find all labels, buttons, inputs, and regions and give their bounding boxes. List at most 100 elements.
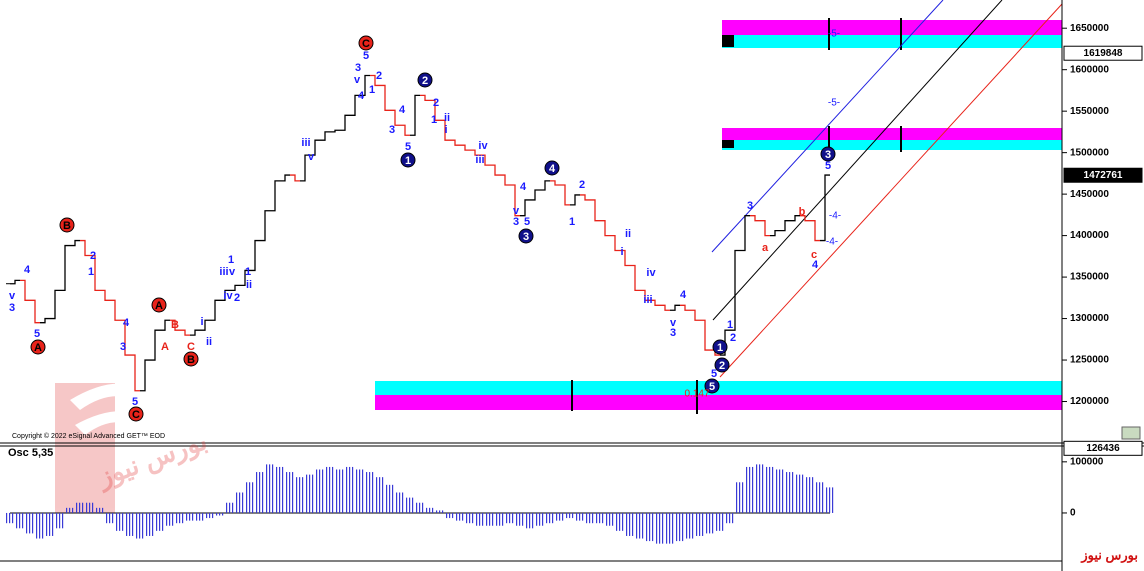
osc-bar — [426, 507, 428, 513]
osc-bar — [389, 484, 391, 513]
osc-bar — [652, 512, 654, 542]
osc-bar — [532, 512, 534, 529]
price-step — [180, 329, 190, 336]
osc-bar — [629, 512, 631, 536]
wave-label: A — [34, 342, 42, 354]
wave-marker — [128, 406, 144, 422]
osc-bar — [479, 512, 481, 526]
osc-bar — [672, 512, 674, 544]
price-step — [590, 199, 600, 222]
osc-bar — [459, 512, 461, 521]
price-step — [430, 99, 440, 121]
wave-label: 3 — [389, 124, 395, 136]
osc-bar — [326, 466, 328, 513]
osc-bar — [279, 466, 281, 513]
osc-bar — [746, 466, 748, 513]
osc-bar — [682, 512, 684, 542]
osc-bar — [266, 464, 268, 513]
corner-button[interactable] — [1121, 426, 1141, 440]
wave-label: 3 — [825, 149, 831, 161]
price-marker-box — [1063, 440, 1143, 456]
osc-bar — [376, 477, 378, 513]
osc-bar — [402, 492, 404, 513]
price-step — [330, 129, 340, 133]
y-tick-label: 1400000 — [1070, 230, 1109, 241]
fib-bands — [375, 18, 1062, 414]
osc-bar — [76, 502, 78, 513]
price-step — [450, 139, 460, 146]
osc-bar — [442, 510, 444, 513]
osc-bar — [626, 512, 628, 536]
wave-label: v — [229, 266, 236, 278]
osc-bar — [689, 512, 691, 539]
osc-bar — [29, 512, 31, 534]
osc-bar — [249, 482, 251, 513]
wave-label: iii — [301, 137, 310, 149]
wave-marker — [417, 72, 433, 88]
wave-label: 5 — [709, 381, 715, 393]
osc-bar — [162, 512, 164, 531]
osc-bar — [792, 472, 794, 513]
osc-bar — [736, 482, 738, 513]
osc-bar — [602, 512, 604, 524]
osc-bar — [582, 512, 584, 521]
price-step — [550, 180, 560, 186]
price-step — [350, 94, 360, 116]
osc-bar — [219, 512, 221, 516]
osc-bar — [66, 507, 68, 513]
osc-bar — [169, 512, 171, 526]
wave-label: v — [513, 205, 520, 217]
wave-label: v — [354, 74, 361, 86]
osc-bar — [176, 512, 178, 524]
osc-bar — [89, 502, 91, 513]
osc-bar — [6, 512, 8, 524]
osc-bar — [749, 466, 751, 513]
osc-bar — [62, 512, 64, 529]
y-tick-label: 1250000 — [1070, 355, 1109, 366]
osc-bar — [696, 512, 698, 536]
price-step — [260, 210, 270, 242]
price-step — [140, 359, 150, 392]
price-step — [90, 254, 100, 292]
price-step — [690, 309, 700, 321]
osc-bar — [569, 512, 571, 519]
wave-marker — [712, 339, 728, 355]
osc-bar — [492, 512, 494, 526]
osc-bar — [806, 477, 808, 513]
osc-bar — [832, 487, 834, 513]
price-step — [340, 114, 350, 131]
osc-bar — [779, 469, 781, 513]
osc-bar — [92, 502, 94, 513]
price-step — [40, 317, 50, 324]
osc-bar — [126, 512, 128, 536]
osc-bar — [372, 472, 374, 513]
price-marker-box — [1063, 45, 1143, 61]
wave-label: 2 — [234, 292, 240, 304]
osc-bar — [302, 477, 304, 513]
osc-bar — [769, 466, 771, 513]
price-step — [20, 279, 30, 301]
osc-bar — [809, 477, 811, 513]
wave-label: 2 — [579, 179, 585, 191]
fib-label: -4- — [826, 237, 838, 248]
osc-bar — [159, 512, 161, 531]
price-step — [790, 215, 800, 222]
wave-label: iv — [646, 267, 656, 279]
osc-bar — [512, 512, 514, 524]
osc-bar — [762, 464, 764, 513]
price-step — [400, 124, 410, 136]
watermark: بورس نیوز — [1080, 547, 1138, 563]
price-step — [760, 220, 770, 237]
osc-bar — [489, 512, 491, 526]
osc-bar — [742, 482, 744, 513]
osc-bar — [549, 512, 551, 524]
osc-bar — [646, 512, 648, 542]
wave-label: 4 — [812, 259, 819, 271]
osc-bar — [719, 512, 721, 531]
y-tick-label: 1600000 — [1070, 64, 1109, 75]
osc-bar — [102, 507, 104, 513]
osc-bar — [46, 512, 48, 536]
osc-bar — [752, 466, 754, 513]
osc-bar — [732, 512, 734, 524]
wave-label: 3 — [355, 62, 361, 74]
